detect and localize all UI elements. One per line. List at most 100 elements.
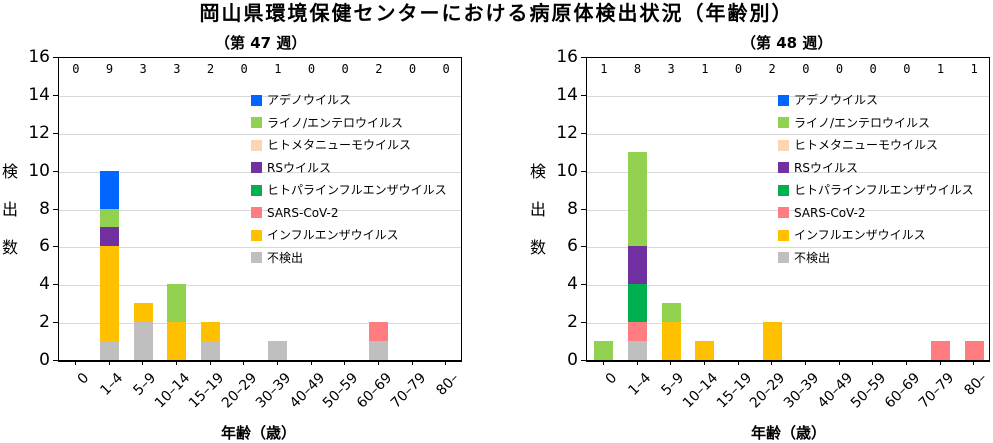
sample-count-label: 2 [768, 62, 776, 76]
legend-item: 不検出 [778, 247, 974, 270]
gridline [587, 133, 989, 135]
legend-swatch [251, 229, 262, 241]
x-axis-title: 年齢（歳） [751, 424, 827, 442]
bar-segment [369, 341, 389, 360]
y-tick-mark [53, 246, 58, 248]
legend-item: アデノウイルス [778, 89, 974, 112]
chart-title: （第 48 週） [741, 34, 833, 52]
legend-swatch [251, 117, 262, 129]
legend-item: ヒトパラインフルエンザウイルス [778, 179, 974, 202]
sample-count-label: 0 [240, 62, 248, 76]
legend-swatch [251, 252, 262, 264]
bar-segment [100, 246, 119, 342]
y-tick-label: 4 [567, 274, 578, 295]
sample-count-label: 0 [835, 62, 844, 76]
sample-count-label: 2 [375, 62, 383, 76]
y-tick-mark [581, 57, 586, 58]
bar-segment [931, 341, 950, 360]
x-tick-mark [175, 360, 177, 365]
bar-segment [201, 322, 220, 342]
ylabel-char: 数 [1, 238, 18, 257]
legend-label: ヒトパラインフルエンザウイルス [267, 183, 447, 197]
legend-swatch [778, 94, 789, 106]
x-tick-mark [602, 360, 604, 365]
x-tick-mark [276, 360, 278, 365]
x-tick-mark [636, 360, 638, 365]
y-tick-mark [581, 208, 586, 210]
bar-segment [100, 227, 119, 247]
y-tick-label: 16 [28, 47, 50, 67]
gridline [587, 285, 989, 287]
stacked-bar [133, 303, 153, 360]
x-tick-mark [310, 360, 312, 365]
y-tick-label: 6 [39, 236, 50, 257]
bar-segment [628, 322, 647, 342]
legend: アデノウイルス ライノ/エンテロウイルス ヒトメタニューモウイルス RSウイルス ヒトパ… [778, 89, 974, 269]
legend-swatch [778, 229, 789, 241]
x-tick-mark [973, 360, 975, 365]
legend-swatch [251, 184, 262, 196]
y-tick-label: 8 [39, 198, 50, 219]
stacked-bar [762, 322, 782, 360]
legend-label: SARS-CoV-2 [267, 205, 339, 220]
y-tick-mark [581, 132, 586, 134]
legend-item: 不検出 [251, 247, 447, 270]
legend-item: ライノ/エンテロウイルス [778, 112, 974, 135]
bar-segment [268, 341, 288, 360]
y-axis-label: 検出数 [528, 153, 548, 267]
y-tick-label: 2 [567, 312, 578, 333]
chart-title: （第 47 週） [215, 34, 307, 52]
stacked-bar [628, 151, 647, 360]
bar-segment [661, 322, 681, 360]
legend-swatch [778, 207, 789, 219]
legend-item: SARS-CoV-2 [778, 202, 974, 225]
main-title: 岡山県環境保健センターにおける病原体検出状況（年齢別） [199, 1, 794, 25]
legend-item: ヒトパラインフルエンザウイルス [251, 179, 447, 202]
bar-segment [628, 246, 647, 285]
legend-item: ヒトメタニューモウイルス [251, 134, 447, 157]
x-tick-mark [243, 360, 245, 365]
legend-label: ヒトパラインフルエンザウイルス [794, 183, 974, 197]
legend-label: 不検出 [267, 250, 304, 265]
bar-segment [100, 170, 119, 209]
legend-label: 不検出 [794, 250, 831, 265]
legend-swatch [778, 252, 789, 264]
sample-count-label: 0 [307, 62, 316, 76]
sample-count-label: 0 [802, 62, 810, 76]
bar-segment [628, 151, 647, 247]
bar-segment [661, 303, 681, 323]
sample-count-label: 1 [701, 62, 709, 76]
bar-segment [133, 303, 153, 323]
x-tick-mark [939, 360, 941, 365]
ylabel-char: 出 [529, 200, 546, 219]
y-tick-mark [581, 170, 586, 172]
sample-count-label: 1 [600, 62, 608, 76]
x-tick-mark [703, 360, 705, 365]
legend-label: SARS-CoV-2 [794, 205, 866, 220]
legend-label: RSウイルス [267, 160, 331, 175]
ylabel-char: 出 [1, 200, 18, 219]
y-axis-label: 検出数 [0, 153, 20, 267]
legend-label: RSウイルス [794, 160, 858, 175]
legend-label: ライノ/エンテロウイルス [267, 115, 404, 130]
sample-count-label: 1 [936, 62, 945, 76]
x-tick-mark [411, 360, 413, 365]
legend-swatch [778, 162, 789, 174]
sample-count-label: 3 [173, 62, 181, 76]
y-tick-mark [53, 360, 58, 361]
legend-item: インフルエンザウイルス [778, 224, 974, 247]
y-tick-mark [53, 57, 58, 58]
legend-item: RSウイルス [778, 157, 974, 180]
x-tick-mark [344, 360, 346, 365]
x-tick-mark [737, 360, 739, 365]
plot-area: 1 8 3 1 0 2 0 0 0 0 1 1 [586, 57, 990, 360]
gridline [59, 133, 461, 135]
y-tick-label: 2 [39, 312, 50, 333]
legend-swatch [251, 139, 262, 151]
y-tick-mark [53, 322, 58, 324]
legend-label: ヒトメタニューモウイルス [267, 138, 412, 152]
legend-label: アデノウイルス [794, 93, 879, 107]
legend-swatch [251, 162, 262, 174]
gridline [59, 285, 461, 287]
gridline [587, 323, 989, 325]
